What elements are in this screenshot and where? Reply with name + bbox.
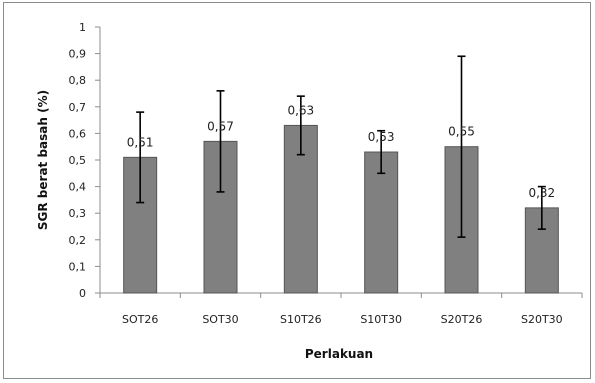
y-tick-label: 0,1 <box>69 260 87 273</box>
y-tick-label: 0 <box>79 287 86 300</box>
data-label: 0,53 <box>368 130 395 144</box>
x-axis-title: Perlakuan <box>305 347 373 361</box>
y-tick-label: 0,6 <box>69 127 87 140</box>
x-tick-label: SOT30 <box>202 313 238 326</box>
data-label: 0,55 <box>448 125 475 139</box>
x-tick-label: SOT26 <box>122 313 158 326</box>
y-tick-label: 0,3 <box>69 207 87 220</box>
y-tick-label: 0,2 <box>69 234 87 247</box>
error-bars <box>136 55 546 238</box>
x-axis: SOT26 SOT30 S10T26 S10T30 S20T26 S20T30 <box>99 292 583 326</box>
y-tick-label: 0,8 <box>69 74 87 87</box>
x-tick-label: S20T26 <box>441 313 483 326</box>
x-tick-label: S10T26 <box>280 313 322 326</box>
y-tick-label: 0,5 <box>69 154 87 167</box>
data-labels: 0,51 0,57 0,63 0,53 0,55 0,32 <box>127 103 555 199</box>
y-tick-label: 1 <box>79 21 86 34</box>
y-tick-label: 0,4 <box>69 181 87 194</box>
data-label: 0,63 <box>287 103 314 117</box>
bars <box>123 124 559 294</box>
data-label: 0,32 <box>528 186 555 200</box>
x-tick-label: S10T30 <box>360 313 402 326</box>
data-label: 0,51 <box>127 135 154 149</box>
x-tick-label: S20T30 <box>521 313 563 326</box>
bar <box>283 124 318 294</box>
y-tick-label: 0,7 <box>69 101 87 114</box>
y-axis-title: SGR berat basah (%) <box>36 90 50 230</box>
y-axis: 0 0,1 0,2 0,3 0,4 0,5 0,6 0,7 0,8 0,9 1 <box>69 21 101 300</box>
data-label: 0,57 <box>207 119 234 133</box>
y-tick-label: 0,9 <box>69 48 87 61</box>
bar <box>364 151 399 294</box>
